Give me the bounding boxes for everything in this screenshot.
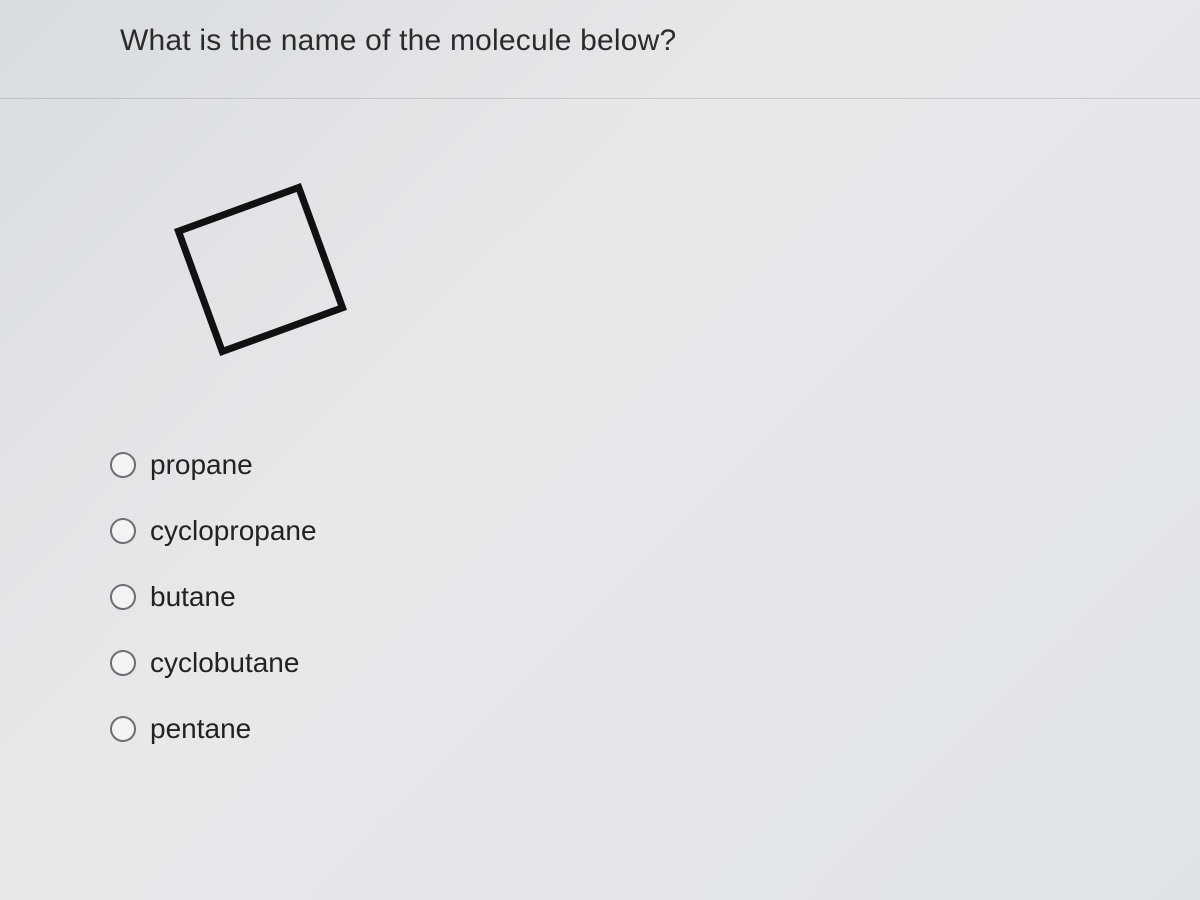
option-propane[interactable]: propane (110, 449, 1200, 481)
option-label: cyclopropane (150, 515, 317, 547)
option-label: propane (150, 449, 253, 481)
radio-icon[interactable] (110, 452, 136, 478)
options-list: propane cyclopropane butane cyclobutane … (110, 449, 1200, 745)
option-butane[interactable]: butane (110, 581, 1200, 613)
option-cyclopropane[interactable]: cyclopropane (110, 515, 1200, 547)
question-text: What is the name of the molecule below? (120, 24, 1200, 58)
radio-icon[interactable] (110, 584, 136, 610)
option-cyclobutane[interactable]: cyclobutane (110, 647, 1200, 679)
radio-icon[interactable] (110, 716, 136, 742)
radio-icon[interactable] (110, 518, 136, 544)
radio-icon[interactable] (110, 650, 136, 676)
option-label: pentane (150, 713, 251, 745)
question-area: What is the name of the molecule below? (0, 0, 1200, 58)
option-label: cyclobutane (150, 647, 299, 679)
option-label: butane (150, 581, 236, 613)
question-divider (0, 98, 1200, 99)
square-molecule-icon (173, 182, 346, 355)
option-pentane[interactable]: pentane (110, 713, 1200, 745)
molecule-figure (140, 149, 380, 389)
